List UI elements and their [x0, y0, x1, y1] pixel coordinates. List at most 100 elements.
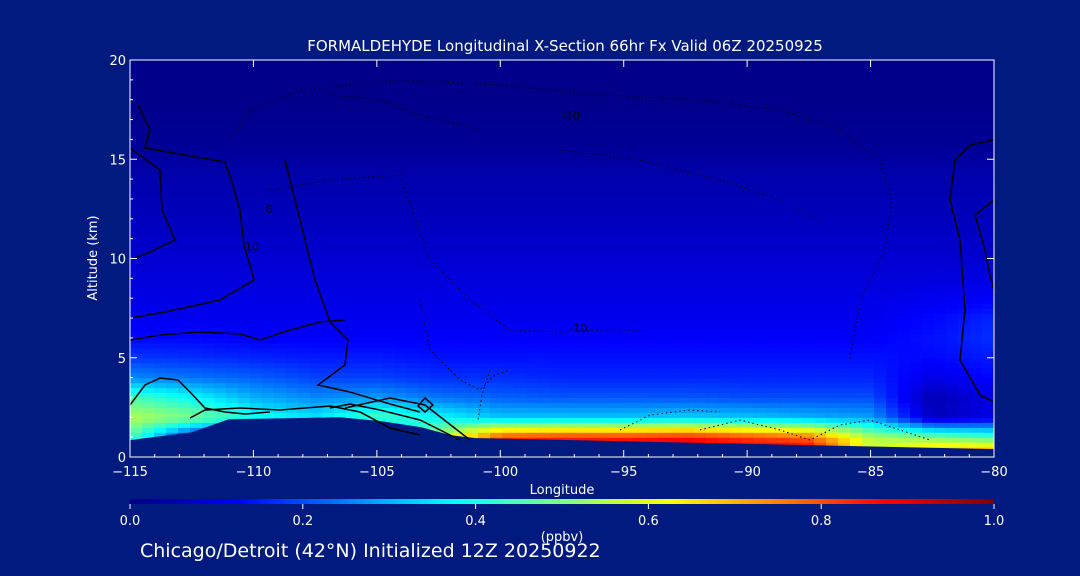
heatmap-cell — [670, 193, 683, 200]
heatmap-cell — [682, 357, 695, 364]
heatmap-cell — [694, 397, 707, 404]
heatmap-cell — [418, 362, 431, 369]
heatmap-cell — [142, 238, 155, 245]
heatmap-cell — [538, 387, 551, 394]
heatmap-cell — [610, 174, 623, 180]
heatmap-cell — [802, 208, 815, 215]
heatmap-cell — [154, 352, 167, 359]
heatmap-cell — [598, 223, 611, 230]
heatmap-cell — [778, 303, 791, 309]
heatmap-cell — [478, 218, 491, 225]
heatmap-cell — [502, 347, 515, 354]
heatmap-cell — [130, 337, 143, 344]
heatmap-cell — [430, 268, 443, 274]
heatmap-cell — [838, 164, 851, 170]
heatmap-cell — [766, 427, 779, 433]
heatmap-cell — [190, 134, 203, 140]
heatmap-cell — [526, 114, 539, 121]
heatmap-cell — [790, 144, 803, 150]
heatmap-cell — [442, 308, 455, 314]
heatmap-cell — [418, 352, 431, 359]
heatmap-cell — [406, 327, 419, 334]
heatmap-cell — [622, 253, 635, 260]
heatmap-cell — [814, 223, 827, 230]
heatmap-cell — [970, 164, 983, 170]
heatmap-cell — [814, 154, 827, 160]
heatmap-cell — [766, 184, 779, 190]
heatmap-cell — [598, 268, 611, 274]
heatmap-cell — [442, 268, 455, 274]
heatmap-cell — [838, 303, 851, 309]
heatmap-cell — [934, 253, 947, 260]
heatmap-cell — [634, 149, 647, 155]
heatmap-cell — [874, 258, 887, 265]
heatmap-cell — [934, 392, 947, 399]
heatmap-cell — [190, 377, 203, 384]
heatmap-cell — [514, 387, 527, 394]
heatmap-cell — [178, 337, 191, 344]
heatmap-cell — [706, 278, 719, 284]
heatmap-cell — [658, 149, 671, 155]
heatmap-cell — [274, 248, 287, 255]
heatmap-cell — [550, 347, 563, 354]
heatmap-cell — [526, 243, 539, 250]
heatmap-cell — [370, 308, 383, 314]
heatmap-cell — [478, 288, 491, 294]
heatmap-cell — [346, 174, 359, 180]
heatmap-cell — [214, 119, 227, 126]
heatmap-cell — [250, 139, 263, 145]
heatmap-cell — [406, 154, 419, 160]
heatmap-cell — [298, 159, 311, 165]
heatmap-cell — [790, 437, 803, 443]
heatmap-cell — [862, 332, 875, 339]
heatmap-cell — [970, 174, 983, 180]
heatmap-cell — [238, 203, 251, 210]
heatmap-cell — [502, 129, 515, 136]
heatmap-cell — [958, 367, 971, 374]
heatmap-cell — [850, 412, 863, 418]
heatmap-cell — [250, 159, 263, 165]
heatmap-cell — [790, 427, 803, 433]
heatmap-cell — [622, 144, 635, 150]
heatmap-cell — [766, 437, 779, 443]
heatmap-cell — [418, 119, 431, 126]
heatmap-cell — [910, 352, 923, 359]
heatmap-cell — [466, 164, 479, 170]
heatmap-cell — [430, 179, 443, 185]
heatmap-cell — [922, 139, 935, 145]
heatmap-cell — [862, 427, 875, 433]
heatmap-cell — [430, 203, 443, 210]
heatmap-cell — [646, 169, 659, 175]
heatmap-cell — [130, 208, 143, 215]
heatmap-cell — [190, 233, 203, 240]
heatmap-cell — [586, 208, 599, 215]
heatmap-cell — [934, 397, 947, 404]
heatmap-cell — [742, 203, 755, 210]
heatmap-cell — [454, 308, 467, 314]
heatmap-cell — [982, 154, 994, 160]
heatmap-cell — [418, 377, 431, 384]
heatmap-cell — [442, 313, 455, 319]
heatmap-cell — [178, 323, 191, 329]
heatmap-cell — [946, 228, 959, 235]
heatmap-cell — [610, 268, 623, 274]
heatmap-cell — [610, 134, 623, 140]
heatmap-cell — [574, 203, 587, 210]
heatmap-cell — [862, 139, 875, 145]
heatmap-cell — [358, 189, 371, 195]
heatmap-cell — [622, 298, 635, 304]
heatmap-cell — [406, 283, 419, 289]
heatmap-cell — [250, 342, 263, 349]
heatmap-cell — [778, 283, 791, 289]
heatmap-cell — [622, 288, 635, 294]
heatmap-cell — [358, 223, 371, 230]
heatmap-cell — [658, 407, 671, 413]
heatmap-cell — [598, 218, 611, 225]
heatmap-cell — [766, 243, 779, 250]
heatmap-cell — [622, 159, 635, 165]
heatmap-cell — [514, 323, 527, 329]
heatmap-cell — [442, 303, 455, 309]
heatmap-cell — [418, 198, 431, 205]
heatmap-cell — [958, 258, 971, 265]
heatmap-cell — [658, 397, 671, 404]
